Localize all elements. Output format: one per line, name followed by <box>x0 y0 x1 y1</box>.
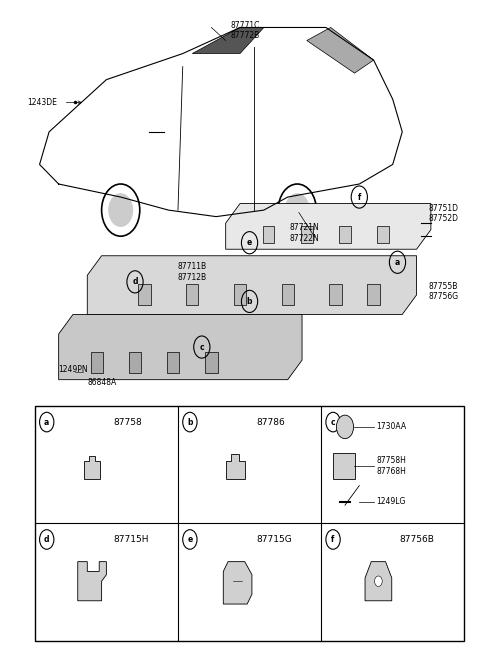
Polygon shape <box>87 255 417 314</box>
Circle shape <box>336 415 354 439</box>
Bar <box>301 227 312 243</box>
Bar <box>234 284 246 305</box>
Text: 87756B: 87756B <box>400 535 435 544</box>
Text: 87755B
87756G: 87755B 87756G <box>429 282 458 301</box>
Circle shape <box>374 576 382 586</box>
Polygon shape <box>78 561 107 601</box>
Text: f: f <box>331 535 335 544</box>
Bar <box>167 352 180 373</box>
Polygon shape <box>226 204 431 250</box>
Text: 87715H: 87715H <box>114 535 149 544</box>
Text: 87758H
87768H: 87758H 87768H <box>376 457 406 476</box>
Bar <box>333 453 355 479</box>
Text: c: c <box>331 418 336 426</box>
Polygon shape <box>59 314 302 380</box>
Text: 87751D
87752D: 87751D 87752D <box>429 204 458 223</box>
Bar <box>263 227 275 243</box>
Polygon shape <box>307 28 373 73</box>
Bar <box>205 352 217 373</box>
Bar <box>138 284 151 305</box>
Text: a: a <box>44 418 49 426</box>
Bar <box>329 284 342 305</box>
Text: 87721N
87722N: 87721N 87722N <box>289 223 319 242</box>
Polygon shape <box>365 561 392 601</box>
Text: b: b <box>247 297 252 306</box>
Polygon shape <box>223 561 252 604</box>
Circle shape <box>285 194 309 227</box>
Text: f: f <box>358 193 361 202</box>
Bar <box>339 227 351 243</box>
Text: 87786: 87786 <box>257 418 286 426</box>
Text: 87771C
87772B: 87771C 87772B <box>230 21 260 41</box>
Bar <box>129 352 141 373</box>
Polygon shape <box>84 456 100 479</box>
Text: e: e <box>247 238 252 247</box>
Text: 1730AA: 1730AA <box>376 422 406 432</box>
Text: a: a <box>395 258 400 267</box>
Bar <box>35 405 464 641</box>
Circle shape <box>109 194 132 227</box>
Bar <box>367 284 380 305</box>
Text: d: d <box>44 535 49 544</box>
Text: d: d <box>132 277 138 286</box>
Bar <box>186 284 199 305</box>
Polygon shape <box>192 28 264 54</box>
Text: 86848A: 86848A <box>87 379 117 388</box>
Text: e: e <box>187 535 192 544</box>
Text: 87715G: 87715G <box>257 535 292 544</box>
Text: b: b <box>187 418 192 426</box>
Text: c: c <box>200 343 204 352</box>
Text: 87758: 87758 <box>114 418 142 426</box>
Text: 1249PN: 1249PN <box>59 365 88 375</box>
Text: 87711B
87712B: 87711B 87712B <box>178 263 207 282</box>
Text: 1249LG: 1249LG <box>376 497 406 506</box>
Bar <box>91 352 103 373</box>
Bar <box>377 227 389 243</box>
Polygon shape <box>226 454 245 479</box>
Bar <box>281 284 294 305</box>
Text: 1243DE: 1243DE <box>28 98 58 107</box>
